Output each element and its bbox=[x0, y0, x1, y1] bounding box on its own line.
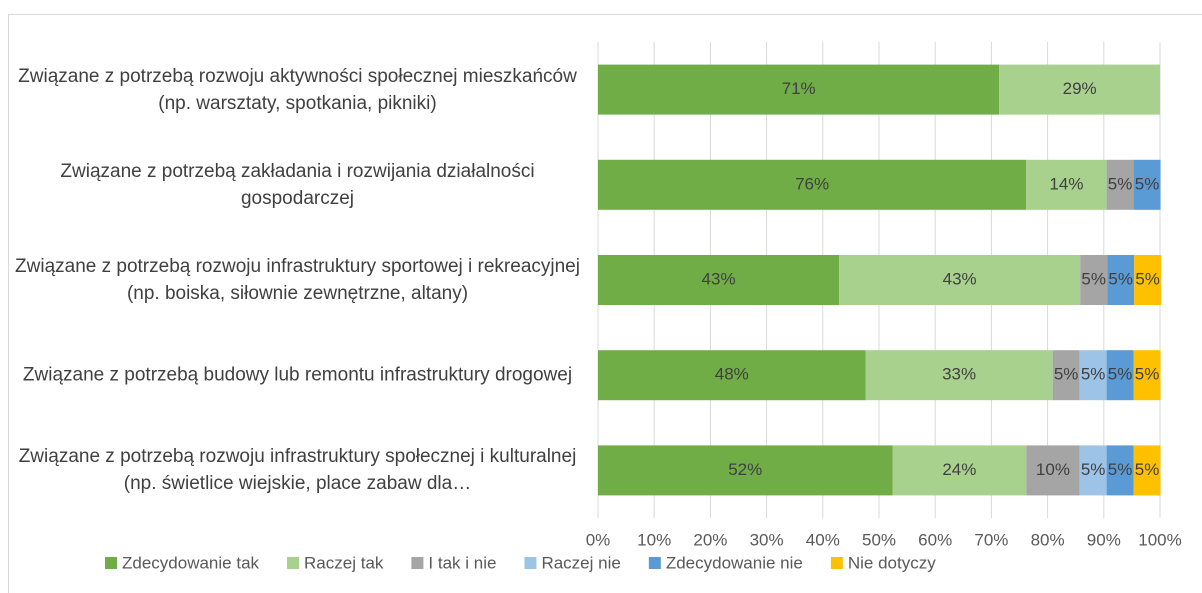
bar-segment bbox=[1026, 445, 1080, 496]
bar-segment bbox=[598, 255, 840, 305]
legend-label: Nie dotyczy bbox=[848, 553, 936, 572]
data-label: 5% bbox=[1108, 460, 1133, 479]
x-tick-label: 100% bbox=[1138, 530, 1181, 549]
bar-segment bbox=[1133, 445, 1161, 496]
data-label: 24% bbox=[942, 460, 976, 479]
data-label: 5% bbox=[1081, 365, 1106, 384]
bar-segment bbox=[1026, 159, 1107, 210]
bar-segment bbox=[999, 64, 1160, 115]
bar-segment bbox=[1079, 350, 1107, 401]
x-tick-label: 10% bbox=[637, 530, 671, 549]
legend-label: Raczej tak bbox=[304, 553, 384, 572]
chart-frame bbox=[8, 14, 1202, 593]
x-tick-label: 80% bbox=[1031, 530, 1065, 549]
data-label: 52% bbox=[728, 460, 762, 479]
x-tick-label: 70% bbox=[974, 530, 1008, 549]
data-label: 5% bbox=[1135, 365, 1160, 384]
data-label: 5% bbox=[1081, 269, 1106, 288]
data-label: 5% bbox=[1135, 269, 1160, 288]
bar-segment bbox=[598, 350, 866, 401]
x-tick-label: 20% bbox=[693, 530, 727, 549]
category-label: Związane z potrzebą rozwoju infrastruktu… bbox=[18, 446, 577, 495]
x-tick-label: 90% bbox=[1087, 530, 1121, 549]
legend-swatch bbox=[524, 557, 537, 569]
x-tick-label: 40% bbox=[806, 530, 840, 549]
bar-segment bbox=[1133, 159, 1161, 210]
bar-segment bbox=[1106, 445, 1134, 496]
data-label: 43% bbox=[702, 269, 736, 288]
legend-label: Raczej nie bbox=[541, 553, 620, 572]
bar-segment bbox=[1134, 255, 1162, 305]
legend-swatch bbox=[830, 557, 843, 569]
bar-segment bbox=[598, 159, 1027, 210]
data-label: 14% bbox=[1049, 174, 1083, 193]
bar-segment bbox=[1080, 255, 1108, 305]
bar-segment bbox=[1106, 350, 1134, 401]
category-label: Związane z potrzebą budowy lub remontu i… bbox=[22, 364, 573, 386]
data-label: 5% bbox=[1135, 460, 1160, 479]
data-label: 48% bbox=[715, 365, 749, 384]
bar-segment bbox=[1052, 350, 1080, 401]
category-label: Związane z potrzebą rozwoju aktywności s… bbox=[18, 65, 577, 114]
bar-segment bbox=[1107, 255, 1135, 305]
data-label: 5% bbox=[1108, 174, 1133, 193]
x-tick-label: 50% bbox=[862, 530, 896, 549]
data-label: 33% bbox=[942, 365, 976, 384]
data-label: 5% bbox=[1108, 269, 1133, 288]
bar-segment bbox=[598, 445, 893, 496]
data-label: 76% bbox=[795, 174, 829, 193]
legend-swatch bbox=[287, 557, 300, 569]
x-tick-label: 60% bbox=[918, 530, 952, 549]
data-label: 5% bbox=[1054, 365, 1079, 384]
bar-segment bbox=[892, 445, 1027, 496]
data-label: 71% bbox=[782, 79, 816, 98]
x-tick-label: 30% bbox=[750, 530, 784, 549]
data-label: 43% bbox=[943, 269, 977, 288]
bar-segment bbox=[1106, 159, 1134, 210]
data-label: 29% bbox=[1063, 79, 1097, 98]
legend-swatch bbox=[648, 557, 661, 569]
x-tick-label: 0% bbox=[586, 530, 611, 549]
category-label: Związane z potrzebą rozwoju infrastruktu… bbox=[15, 256, 580, 304]
legend-label: I tak i nie bbox=[428, 553, 496, 572]
bar-segment bbox=[1079, 445, 1107, 496]
bar-segment bbox=[1133, 350, 1161, 401]
legend-swatch bbox=[105, 557, 117, 569]
data-label: 5% bbox=[1108, 365, 1133, 384]
data-label: 10% bbox=[1036, 460, 1070, 479]
data-label: 5% bbox=[1135, 174, 1160, 193]
bar-segment bbox=[865, 350, 1053, 401]
legend-label: Zdecydowanie tak bbox=[122, 553, 260, 572]
legend-swatch bbox=[411, 557, 424, 569]
data-label: 5% bbox=[1081, 460, 1106, 479]
bar-segment bbox=[598, 64, 1000, 115]
bar-segment bbox=[839, 255, 1081, 305]
legend-label: Zdecydowanie nie bbox=[666, 553, 803, 572]
category-label: Związane z potrzebą zakładania i rozwija… bbox=[60, 160, 535, 209]
